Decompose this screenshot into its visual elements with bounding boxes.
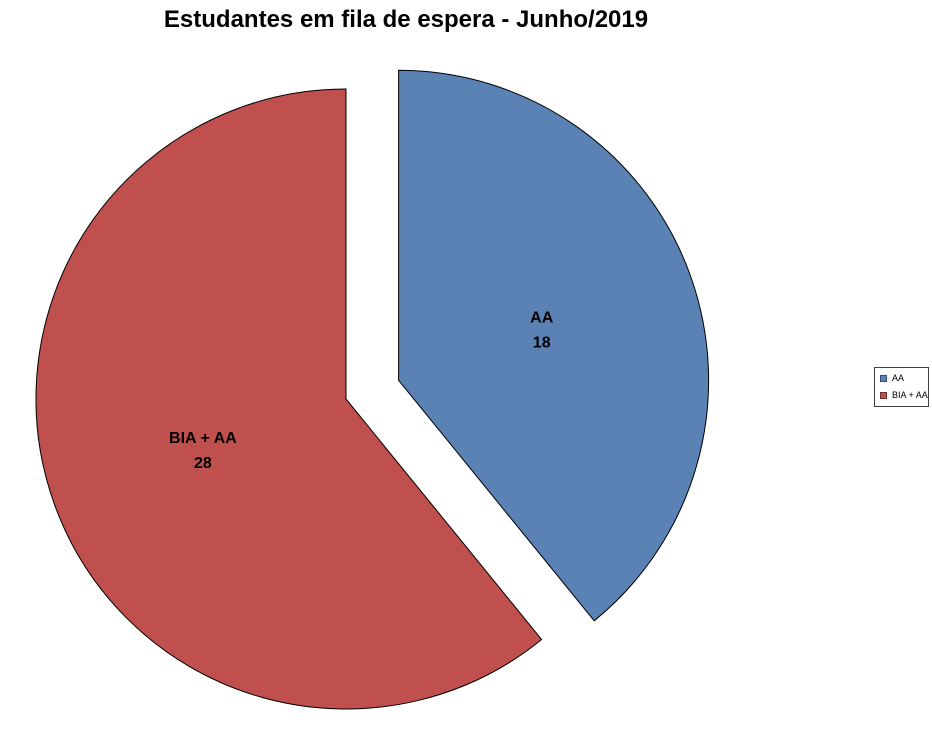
slice-label-bia-aa: BIA + AA 28 bbox=[169, 430, 237, 472]
legend-swatch-bia-aa bbox=[880, 392, 887, 399]
legend-item-bia-aa[interactable]: BIA + AA bbox=[880, 391, 928, 400]
pie-slice-bia-aa[interactable] bbox=[35, 88, 543, 710]
legend-item-aa[interactable]: AA bbox=[880, 374, 928, 383]
legend: AA BIA + AA bbox=[874, 367, 929, 407]
slice-label-aa: AA 18 bbox=[530, 309, 554, 351]
legend-label-bia-aa: BIA + AA bbox=[892, 390, 928, 400]
pie-slice-aa[interactable] bbox=[398, 69, 710, 622]
legend-swatch-aa bbox=[880, 375, 887, 382]
legend-label-aa: AA bbox=[892, 373, 905, 383]
chart-title: Estudantes em fila de espera - Junho/201… bbox=[163, 6, 649, 33]
